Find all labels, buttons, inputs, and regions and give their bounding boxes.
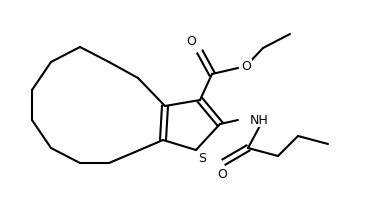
Text: O: O: [241, 60, 251, 73]
Text: O: O: [217, 168, 227, 181]
Text: NH: NH: [250, 114, 269, 126]
Text: S: S: [198, 152, 206, 165]
Text: O: O: [186, 35, 196, 48]
